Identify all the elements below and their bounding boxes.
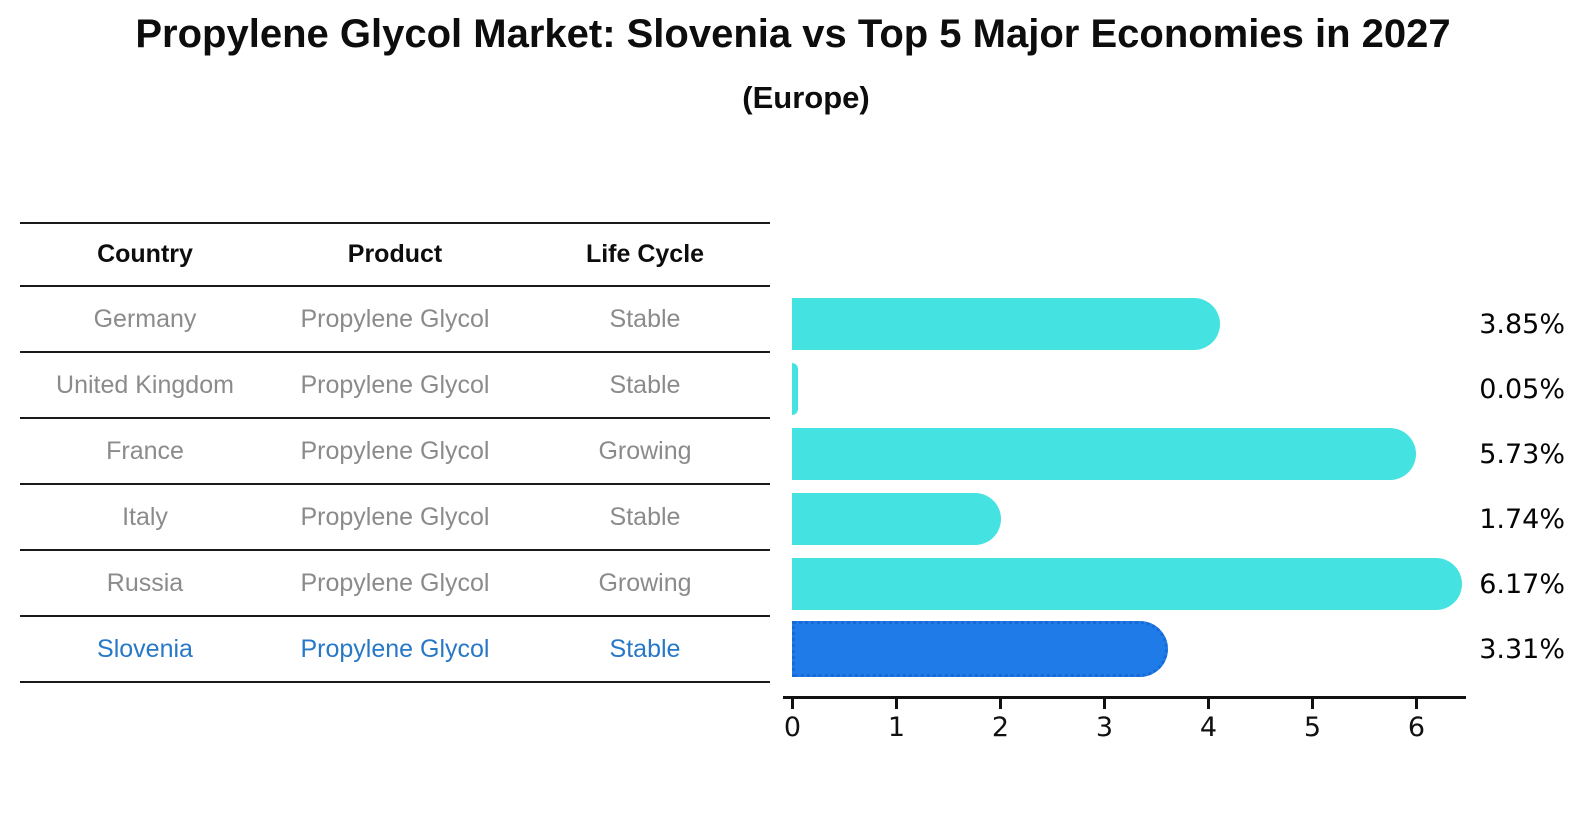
value-label-russia: 6.17%	[1479, 569, 1565, 600]
page-title: Propylene Glycol Market: Slovenia vs Top…	[135, 12, 1451, 56]
table-row: Slovenia Propylene Glycol Stable	[20, 617, 770, 683]
cell-country: United Kingdom	[56, 370, 234, 399]
column-header-product: Product	[347, 240, 443, 268]
value-label-germany: 3.85%	[1479, 309, 1565, 340]
bar-germany	[792, 298, 1221, 350]
x-axis-tick-label: 4	[1199, 712, 1218, 743]
x-axis-tick-label: 5	[1303, 712, 1322, 743]
cell-life-cycle: Stable	[609, 370, 681, 399]
cell-product: Propylene Glycol	[300, 304, 490, 333]
value-label-france: 5.73%	[1479, 439, 1565, 470]
bar-highlight-slovenia	[792, 621, 1169, 677]
x-axis-tick	[999, 699, 1002, 709]
x-axis-tick-label: 6	[1407, 712, 1426, 743]
value-label-italy: 1.74%	[1479, 504, 1565, 535]
table-body: Germany Propylene Glycol Stable United King…	[20, 287, 770, 683]
column-header-life-cycle: Life Cycle	[585, 240, 705, 268]
table-row: Italy Propylene Glycol Stable	[20, 485, 770, 551]
cell-life-cycle: Stable	[609, 634, 681, 663]
cell-life-cycle: Stable	[609, 304, 681, 333]
x-axis-tick	[1311, 699, 1314, 709]
x-axis-tick-label: 2	[991, 712, 1010, 743]
cell-country: Slovenia	[97, 634, 193, 663]
bar-united-kingdom	[792, 363, 798, 415]
cell-product: Propylene Glycol	[300, 370, 490, 399]
x-axis-tick	[1207, 699, 1210, 709]
bar-italy	[792, 493, 1001, 545]
cell-country: France	[106, 436, 184, 465]
cell-life-cycle: Growing	[598, 436, 692, 465]
column-header-country: Country	[97, 240, 193, 268]
table-header-row: Country Product Life Cycle	[20, 222, 770, 287]
country-table: Country Product Life Cycle Germany Propyl…	[20, 222, 770, 683]
value-label-slovenia: 3.31%	[1479, 634, 1565, 665]
table-row: United Kingdom Propylene Glycol Stable	[20, 353, 770, 419]
x-axis-tick-label: 3	[1095, 712, 1114, 743]
x-axis-tick	[791, 699, 794, 709]
bar-russia	[792, 558, 1462, 610]
x-axis-line	[783, 696, 1466, 699]
value-label-united-kingdom: 0.05%	[1479, 374, 1565, 405]
x-axis-tick-label: 1	[887, 712, 906, 743]
cell-product: Propylene Glycol	[300, 634, 490, 663]
page-subtitle: (Europe)	[742, 80, 870, 115]
cell-country: Germany	[93, 304, 197, 333]
x-axis-tick	[1415, 699, 1418, 709]
cell-product: Propylene Glycol	[300, 568, 490, 597]
x-axis-tick-label: 0	[783, 712, 802, 743]
cell-life-cycle: Growing	[598, 568, 692, 597]
cell-product: Propylene Glycol	[300, 436, 490, 465]
table-row: Russia Propylene Glycol Growing	[20, 551, 770, 617]
cell-country: Russia	[106, 568, 184, 597]
table-row: Germany Propylene Glycol Stable	[20, 287, 770, 353]
bar-france	[792, 428, 1416, 480]
table-row: France Propylene Glycol Growing	[20, 419, 770, 485]
cell-product: Propylene Glycol	[300, 502, 490, 531]
x-axis-tick	[1103, 699, 1106, 709]
x-axis-tick	[895, 699, 898, 709]
cell-life-cycle: Stable	[609, 502, 681, 531]
cell-country: Italy	[122, 502, 168, 531]
